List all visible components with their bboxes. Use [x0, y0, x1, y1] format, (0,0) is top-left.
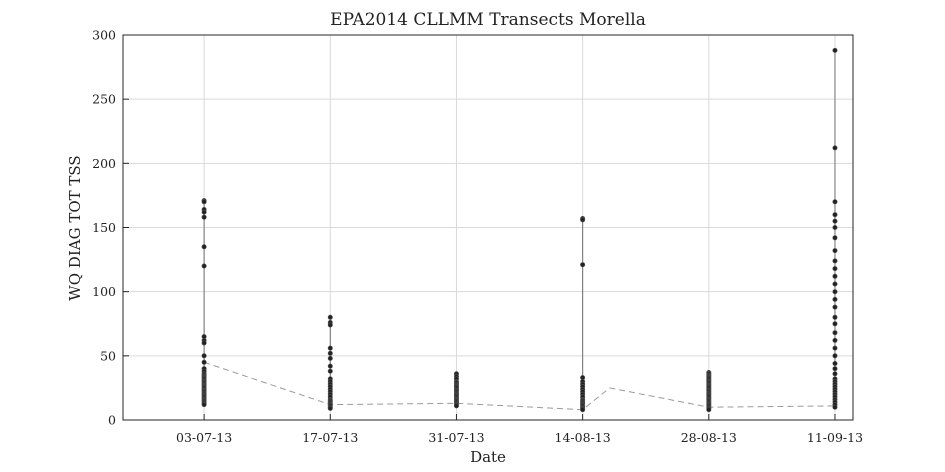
data-point	[832, 258, 838, 264]
grid-lines	[123, 34, 853, 421]
median-series	[203, 361, 836, 411]
data-points	[201, 47, 838, 413]
data-point	[832, 248, 838, 254]
data-point	[832, 404, 838, 410]
data-point	[832, 218, 838, 224]
plot-frame	[122, 34, 854, 421]
x-tick-label: 11-09-13	[807, 430, 863, 445]
y-axis-label: WQ DIAG TOT TSS	[66, 155, 84, 300]
y-tick-label: 100	[92, 284, 116, 299]
x-tick-label: 17-07-13	[302, 430, 358, 445]
data-point	[832, 321, 838, 327]
data-point	[832, 337, 838, 343]
data-point	[832, 345, 838, 351]
data-point	[201, 359, 207, 365]
data-point	[327, 363, 333, 369]
data-point	[832, 145, 838, 151]
data-point	[832, 314, 838, 320]
x-tick-labels: 03-07-13 17-07-13 31-07-13 14-08-13 28-08-13…	[176, 430, 863, 445]
data-point	[327, 345, 333, 351]
data-point	[832, 273, 838, 279]
data-point	[832, 281, 838, 287]
data-point	[327, 368, 333, 374]
x-tick-label: 31-07-13	[428, 430, 484, 445]
data-point	[832, 289, 838, 295]
data-point	[201, 214, 207, 220]
x-tick-label: 14-08-13	[555, 430, 611, 445]
data-point	[832, 212, 838, 218]
chart-title: EPA2014 CLLMM Transects Morella	[330, 10, 646, 30]
data-point	[453, 403, 459, 409]
data-point	[832, 366, 838, 372]
data-point	[580, 217, 586, 223]
data-point	[201, 209, 207, 215]
data-point	[327, 405, 333, 411]
y-tick-labels: 0 50 100 150 200 250 300	[92, 28, 116, 428]
data-point	[327, 355, 333, 361]
y-tick-label: 200	[92, 156, 116, 171]
data-point	[832, 225, 838, 231]
data-point	[706, 407, 712, 413]
data-point	[201, 353, 207, 359]
data-point	[832, 360, 838, 366]
data-point	[832, 296, 838, 302]
data-point	[832, 47, 838, 53]
data-point	[832, 330, 838, 336]
x-axis-label: Date	[470, 448, 506, 466]
y-tick-label: 150	[92, 220, 116, 235]
data-point	[201, 244, 207, 250]
data-point	[832, 235, 838, 241]
data-point	[832, 371, 838, 377]
y-tick-label: 300	[92, 28, 116, 43]
y-tick-label: 0	[108, 413, 116, 428]
data-point	[580, 262, 586, 268]
x-tick-label: 28-08-13	[681, 430, 737, 445]
median-line	[203, 361, 836, 411]
data-point	[832, 266, 838, 272]
data-point	[327, 350, 333, 356]
x-tick-label: 03-07-13	[176, 430, 232, 445]
data-point	[580, 407, 586, 413]
data-point	[327, 322, 333, 328]
data-point	[201, 340, 207, 346]
data-point	[201, 402, 207, 408]
data-point	[832, 199, 838, 205]
y-tick-label: 50	[100, 348, 116, 363]
data-point	[201, 263, 207, 269]
data-point	[832, 353, 838, 359]
data-point	[327, 314, 333, 320]
y-tick-label: 250	[92, 92, 116, 107]
data-point	[832, 304, 838, 310]
data-point	[201, 199, 207, 205]
